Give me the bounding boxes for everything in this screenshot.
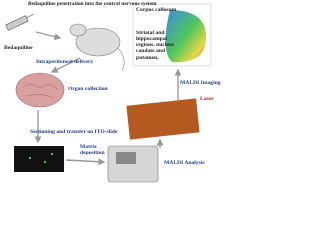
arrows xyxy=(34,31,182,166)
illustration xyxy=(5,3,212,183)
ito-slide xyxy=(14,146,64,172)
drug-label: Bedaquiline xyxy=(4,45,33,51)
delivery-label: Intraperitoneal delivery xyxy=(36,59,94,65)
corpus-label: Corpus callosum xyxy=(136,7,177,13)
syringe xyxy=(5,13,35,31)
mouse xyxy=(69,23,125,71)
laser-label: Laser xyxy=(200,96,214,102)
matrix-label: Matrix deposition xyxy=(80,144,105,157)
laser-slide xyxy=(126,98,200,140)
maldi-instrument xyxy=(107,145,159,183)
organ-label: Organ collection xyxy=(68,86,108,92)
heatmap-image xyxy=(132,3,212,67)
page: Bedaquiline penetration into the central… xyxy=(4,1,221,183)
sectioning-label: Sectioning and transfer on ITO-slide xyxy=(30,129,118,135)
imaging-label: MALDI Imaging xyxy=(180,80,221,86)
regions-label: Striatal and hippocampal regions, nucleu… xyxy=(136,30,175,61)
analysis-label: MALDI Analysis xyxy=(164,160,205,166)
title: Bedaquiline penetration into the central… xyxy=(28,1,157,7)
brain xyxy=(15,72,65,108)
